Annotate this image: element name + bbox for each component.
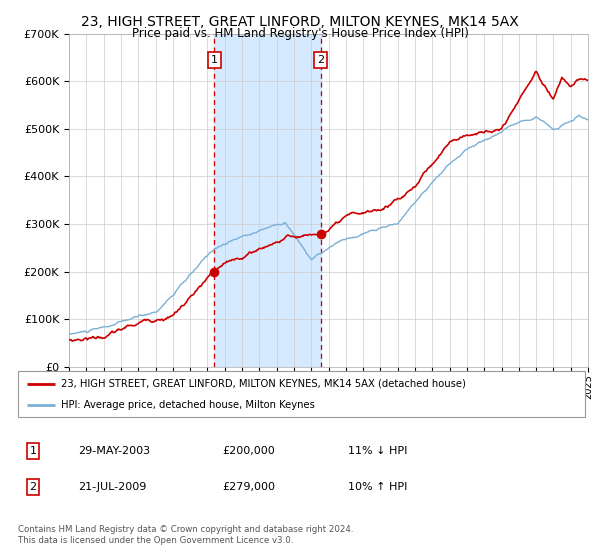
Text: 21-JUL-2009: 21-JUL-2009 [78,482,146,492]
Text: Contains HM Land Registry data © Crown copyright and database right 2024.
This d: Contains HM Land Registry data © Crown c… [18,525,353,545]
Text: 2: 2 [317,55,324,65]
Text: Price paid vs. HM Land Registry's House Price Index (HPI): Price paid vs. HM Land Registry's House … [131,27,469,40]
Text: 23, HIGH STREET, GREAT LINFORD, MILTON KEYNES, MK14 5AX (detached house): 23, HIGH STREET, GREAT LINFORD, MILTON K… [61,379,466,389]
Text: £200,000: £200,000 [222,446,275,456]
Text: 23, HIGH STREET, GREAT LINFORD, MILTON KEYNES, MK14 5AX: 23, HIGH STREET, GREAT LINFORD, MILTON K… [81,15,519,29]
Text: 29-MAY-2003: 29-MAY-2003 [78,446,150,456]
Text: 1: 1 [211,55,218,65]
FancyBboxPatch shape [18,371,585,417]
Bar [214,34,320,367]
Text: 2: 2 [29,482,37,492]
Text: 10% ↑ HPI: 10% ↑ HPI [348,482,407,492]
Text: 11% ↓ HPI: 11% ↓ HPI [348,446,407,456]
Text: HPI: Average price, detached house, Milton Keynes: HPI: Average price, detached house, Milt… [61,400,314,410]
Text: 1: 1 [29,446,37,456]
Text: £279,000: £279,000 [222,482,275,492]
